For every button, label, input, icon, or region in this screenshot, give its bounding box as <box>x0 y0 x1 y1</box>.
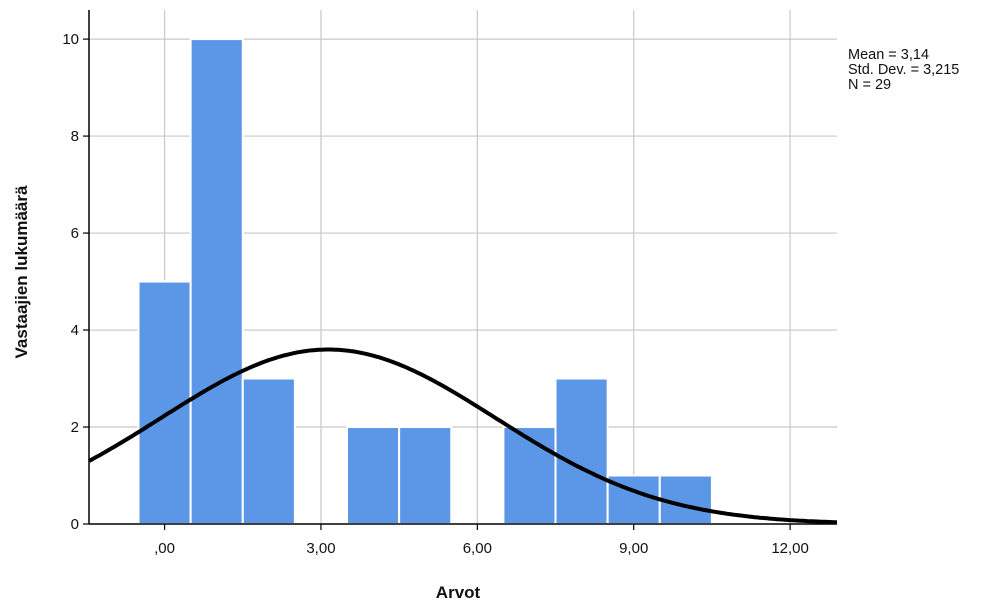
x-tick-label: 3,00 <box>306 540 335 557</box>
y-tick-label: 8 <box>71 128 79 145</box>
y-axis-title: Vastaajien lukumäärä <box>12 185 31 358</box>
histogram-bar <box>346 426 401 525</box>
normal-curve-layer <box>88 347 838 525</box>
x-tick-label: 9,00 <box>619 540 648 557</box>
y-tick-label: 6 <box>71 225 79 242</box>
histogram-bars <box>137 38 713 526</box>
tick-labels: 0 2 4 6 8 10 ,00 3,00 6,00 9,00 12,00 <box>62 31 809 557</box>
stats-mean: Mean = 3,14 <box>848 47 930 63</box>
x-tick-label: 12,00 <box>771 540 809 557</box>
y-tick-label: 4 <box>71 322 79 339</box>
histogram-bar <box>189 38 244 526</box>
histogram-bar <box>502 426 557 525</box>
histogram-bar <box>241 377 296 525</box>
axes <box>83 10 837 530</box>
stats-n: N = 29 <box>848 77 892 93</box>
x-axis-title: Arvot <box>436 583 481 602</box>
x-tick-label: 6,00 <box>463 540 492 557</box>
normal-curve <box>88 347 838 525</box>
stats-box: Mean = 3,14 Std. Dev. = 3,215 N = 29 <box>848 48 959 93</box>
stats-std-dev: Std. Dev. = 3,215 <box>848 62 960 78</box>
histogram-bar <box>554 377 609 525</box>
y-tick-label: 10 <box>62 31 79 48</box>
y-tick-label: 2 <box>71 419 79 436</box>
y-tick-label: 0 <box>71 516 79 533</box>
x-tick-label: ,00 <box>154 540 175 557</box>
histogram-bar <box>398 426 453 525</box>
